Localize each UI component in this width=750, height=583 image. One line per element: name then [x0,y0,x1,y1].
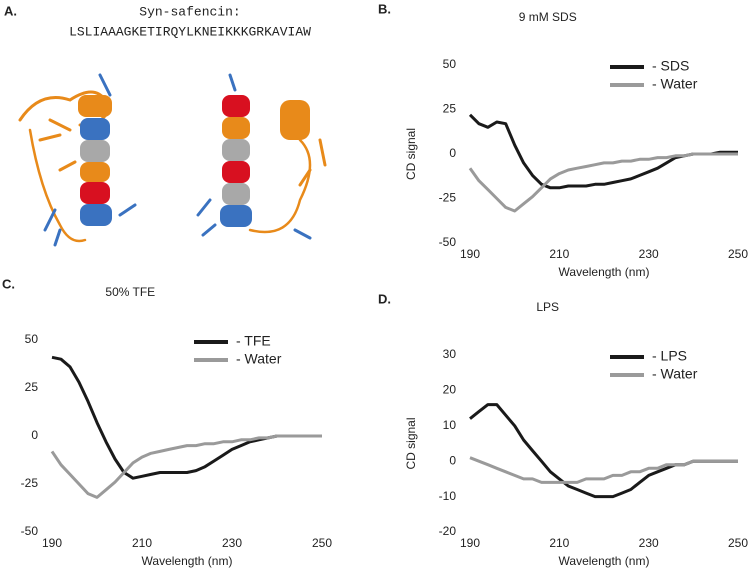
y-tick-label: -25 [21,476,39,490]
y-tick-label: -50 [439,235,457,249]
x-tick-label: 250 [312,536,332,550]
series-line [51,355,322,480]
y-tick-label: 30 [443,347,457,361]
y-tick-label: 25 [25,380,39,394]
y-tick-label: 0 [449,453,456,467]
peptide-title: Syn-safencin: [139,4,240,19]
x-tick-label: 210 [132,536,152,550]
y-axis-label: CD signal [404,417,418,469]
series-line [469,456,738,484]
y-tick-label: 50 [25,332,39,346]
chart-title: 50% TFE [105,285,155,299]
y-tick-label: -50 [21,524,39,538]
x-axis-label: Wavelength (nm) [142,554,233,568]
x-tick-label: 210 [549,536,569,550]
series-line [468,152,738,213]
x-axis-label: Wavelength (nm) [559,554,650,568]
y-tick-label: -10 [439,489,457,503]
x-tick-label: 230 [222,536,242,550]
structure-right [196,73,327,240]
structure-left [18,73,137,247]
panel-label: C. [2,276,15,291]
legend-label: - Water [652,76,698,92]
panel-label: A. [4,3,17,18]
legend-label: - Water [652,366,698,382]
series-line [468,113,738,190]
x-tick-label: 230 [639,536,659,550]
series-line [50,434,322,499]
panel-label: D. [378,291,391,306]
y-tick-label: 25 [443,102,457,116]
x-axis-label: Wavelength (nm) [559,265,650,279]
y-tick-label: 20 [443,383,457,397]
x-tick-label: 190 [460,536,480,550]
legend-label: - Water [236,351,282,367]
y-axis-label: CD signal [404,128,418,180]
y-tick-label: -20 [439,524,457,538]
panel-label: B. [378,1,391,16]
legend-label: - LPS [652,348,687,364]
peptide-sequence: LSLIAAAGKETIRQYLKNEIKKKGRKAVIAW [69,24,311,39]
y-tick-label: 50 [443,57,457,71]
legend-label: - SDS [652,58,689,74]
x-tick-label: 210 [549,247,569,261]
x-tick-label: 230 [639,247,659,261]
legend-label: - TFE [236,333,271,349]
x-tick-label: 250 [728,536,748,550]
y-tick-label: 10 [443,418,457,432]
x-tick-label: 190 [460,247,480,261]
y-tick-label: -25 [439,191,457,205]
y-tick-label: 0 [449,146,456,160]
y-tick-label: 0 [31,428,38,442]
x-tick-label: 250 [728,247,748,261]
chart-title: 9 mM SDS [519,10,577,24]
chart-title: LPS [536,300,559,314]
x-tick-label: 190 [42,536,62,550]
series-line [469,403,738,499]
